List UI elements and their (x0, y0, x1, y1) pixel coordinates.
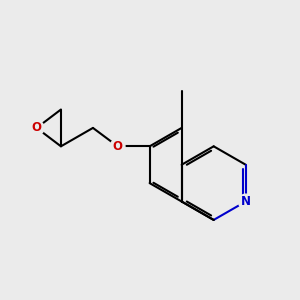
Circle shape (29, 121, 44, 135)
Text: O: O (112, 140, 123, 153)
Circle shape (110, 139, 125, 154)
Circle shape (238, 194, 253, 209)
Text: O: O (32, 122, 42, 134)
Text: N: N (241, 195, 251, 208)
